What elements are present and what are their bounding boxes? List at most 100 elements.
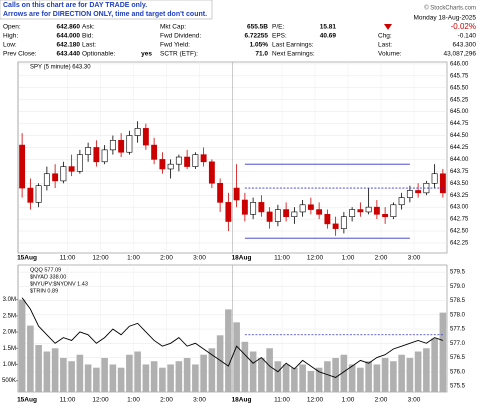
- quote-value: 15.81: [320, 24, 337, 31]
- x-tick-label: 2:00: [160, 255, 173, 262]
- y-tick-label: 578.0: [450, 312, 466, 318]
- volume-tick-label: 500K: [2, 378, 16, 384]
- candle-body: [340, 216, 347, 229]
- candle-body: [316, 209, 323, 215]
- volume-bar: [175, 361, 183, 392]
- y-tick-label: 642.75: [450, 217, 469, 223]
- candle-body: [167, 163, 174, 170]
- x-tick-label: 3:00: [408, 397, 421, 404]
- volume-bar: [381, 357, 389, 392]
- x-tick-label: 18Aug: [232, 397, 252, 404]
- volume-bar: [332, 357, 339, 392]
- candle-body: [274, 209, 281, 222]
- y-tick-label: 643.50: [450, 181, 469, 187]
- y-tick-label: 642.25: [450, 241, 469, 247]
- x-tick-label: 1:00: [127, 255, 140, 262]
- candle-body: [390, 204, 397, 218]
- down-arrow: [384, 24, 392, 30]
- volume-bar: [134, 351, 141, 392]
- legend-entry: SPY (5 minute) 643.30: [30, 65, 91, 71]
- candle-body: [291, 211, 298, 218]
- x-tick-label: 2:00: [375, 397, 388, 404]
- volume-bar: [150, 361, 158, 392]
- x-tick-label: 1:00: [342, 255, 355, 262]
- volume-bar: [51, 348, 59, 392]
- candle-body: [142, 128, 149, 146]
- volume-tick-label: 1.0M: [3, 362, 16, 368]
- candle-body: [349, 209, 356, 218]
- y-tick-label: 642.50: [450, 229, 469, 235]
- quote-value: 1.05%: [250, 42, 269, 49]
- volume-bar: [117, 367, 125, 392]
- y-tick-label: 576.5: [450, 355, 466, 361]
- y-tick-label: 577.5: [450, 327, 466, 333]
- x-tick-label: 12:00: [307, 255, 324, 262]
- y-tick-label: 575.5: [450, 384, 466, 390]
- y-tick-label: 579.5: [450, 270, 466, 276]
- quote-value: 644.000: [57, 33, 81, 40]
- quote-label: Open:: [3, 24, 21, 31]
- note-box: [0, 0, 213, 20]
- quote-label: SCTR (ETF):: [160, 51, 198, 58]
- volume-bar: [35, 345, 42, 392]
- volume-bar: [233, 322, 240, 392]
- candle-body: [225, 202, 232, 222]
- volume-bar: [43, 351, 51, 392]
- volume-bar: [200, 354, 207, 392]
- candle-body: [373, 206, 380, 215]
- candle-body: [283, 209, 290, 218]
- candle-body: [126, 135, 133, 153]
- volume-bar: [183, 357, 191, 392]
- volume-tick-label: 3.0M: [3, 297, 16, 303]
- quote-value: 71.0: [255, 51, 268, 58]
- candle-body: [118, 140, 125, 153]
- volume-bar: [307, 370, 315, 392]
- legend-entry: $NYAD 338.00: [30, 274, 66, 280]
- date: Monday 18-Aug-2025: [413, 15, 476, 22]
- volume-bar: [266, 348, 273, 392]
- candle-body: [324, 214, 331, 225]
- quote-label: P/E:: [272, 24, 284, 31]
- quote-label: Last Earnings:: [272, 42, 314, 49]
- value: -0.140: [458, 33, 477, 40]
- candle-body: [217, 182, 224, 203]
- candle-body: [200, 154, 207, 163]
- x-tick-label: 3:00: [193, 397, 206, 404]
- quote-label: EPS:: [272, 33, 287, 40]
- quote-label: High:: [3, 33, 18, 40]
- x-tick-label: 15Aug: [17, 255, 37, 262]
- candle-body: [241, 199, 248, 215]
- candle-body: [439, 173, 446, 194]
- candle-body: [68, 166, 75, 172]
- candle-body: [85, 147, 92, 155]
- volume-bar: [315, 367, 323, 392]
- candle-body: [184, 156, 191, 167]
- candle-body: [52, 173, 59, 182]
- volume-bar: [423, 348, 430, 392]
- x-tick-label: 11:00: [60, 397, 76, 404]
- candle-body: [382, 214, 389, 218]
- legend-entry: QQQ 577.09: [30, 267, 61, 273]
- credit: © StockCharts.com: [424, 5, 476, 12]
- x-tick-label: 3:00: [408, 255, 421, 262]
- candle-body: [109, 140, 116, 151]
- candle-body: [134, 128, 141, 136]
- candle-body: [365, 206, 372, 213]
- x-tick-label: 12:00: [307, 397, 324, 404]
- candle-body: [415, 190, 422, 194]
- candle-body: [76, 154, 83, 172]
- y-tick-label: 644.75: [450, 121, 469, 127]
- volume-bar: [406, 357, 414, 392]
- volume-bar: [414, 351, 422, 392]
- note-line: Calls on this chart are for DAY TRADE on…: [3, 2, 147, 9]
- quote-label: Bid:: [82, 33, 93, 40]
- volume-bar: [373, 364, 381, 392]
- volume-bar: [27, 325, 34, 392]
- candle-body: [406, 190, 413, 198]
- volume-bar: [365, 361, 372, 392]
- volume-bar: [241, 341, 249, 392]
- legend-entry: $TRIN 0.89: [30, 288, 58, 294]
- x-tick-label: 2:00: [160, 397, 173, 404]
- volume-bar: [18, 299, 26, 392]
